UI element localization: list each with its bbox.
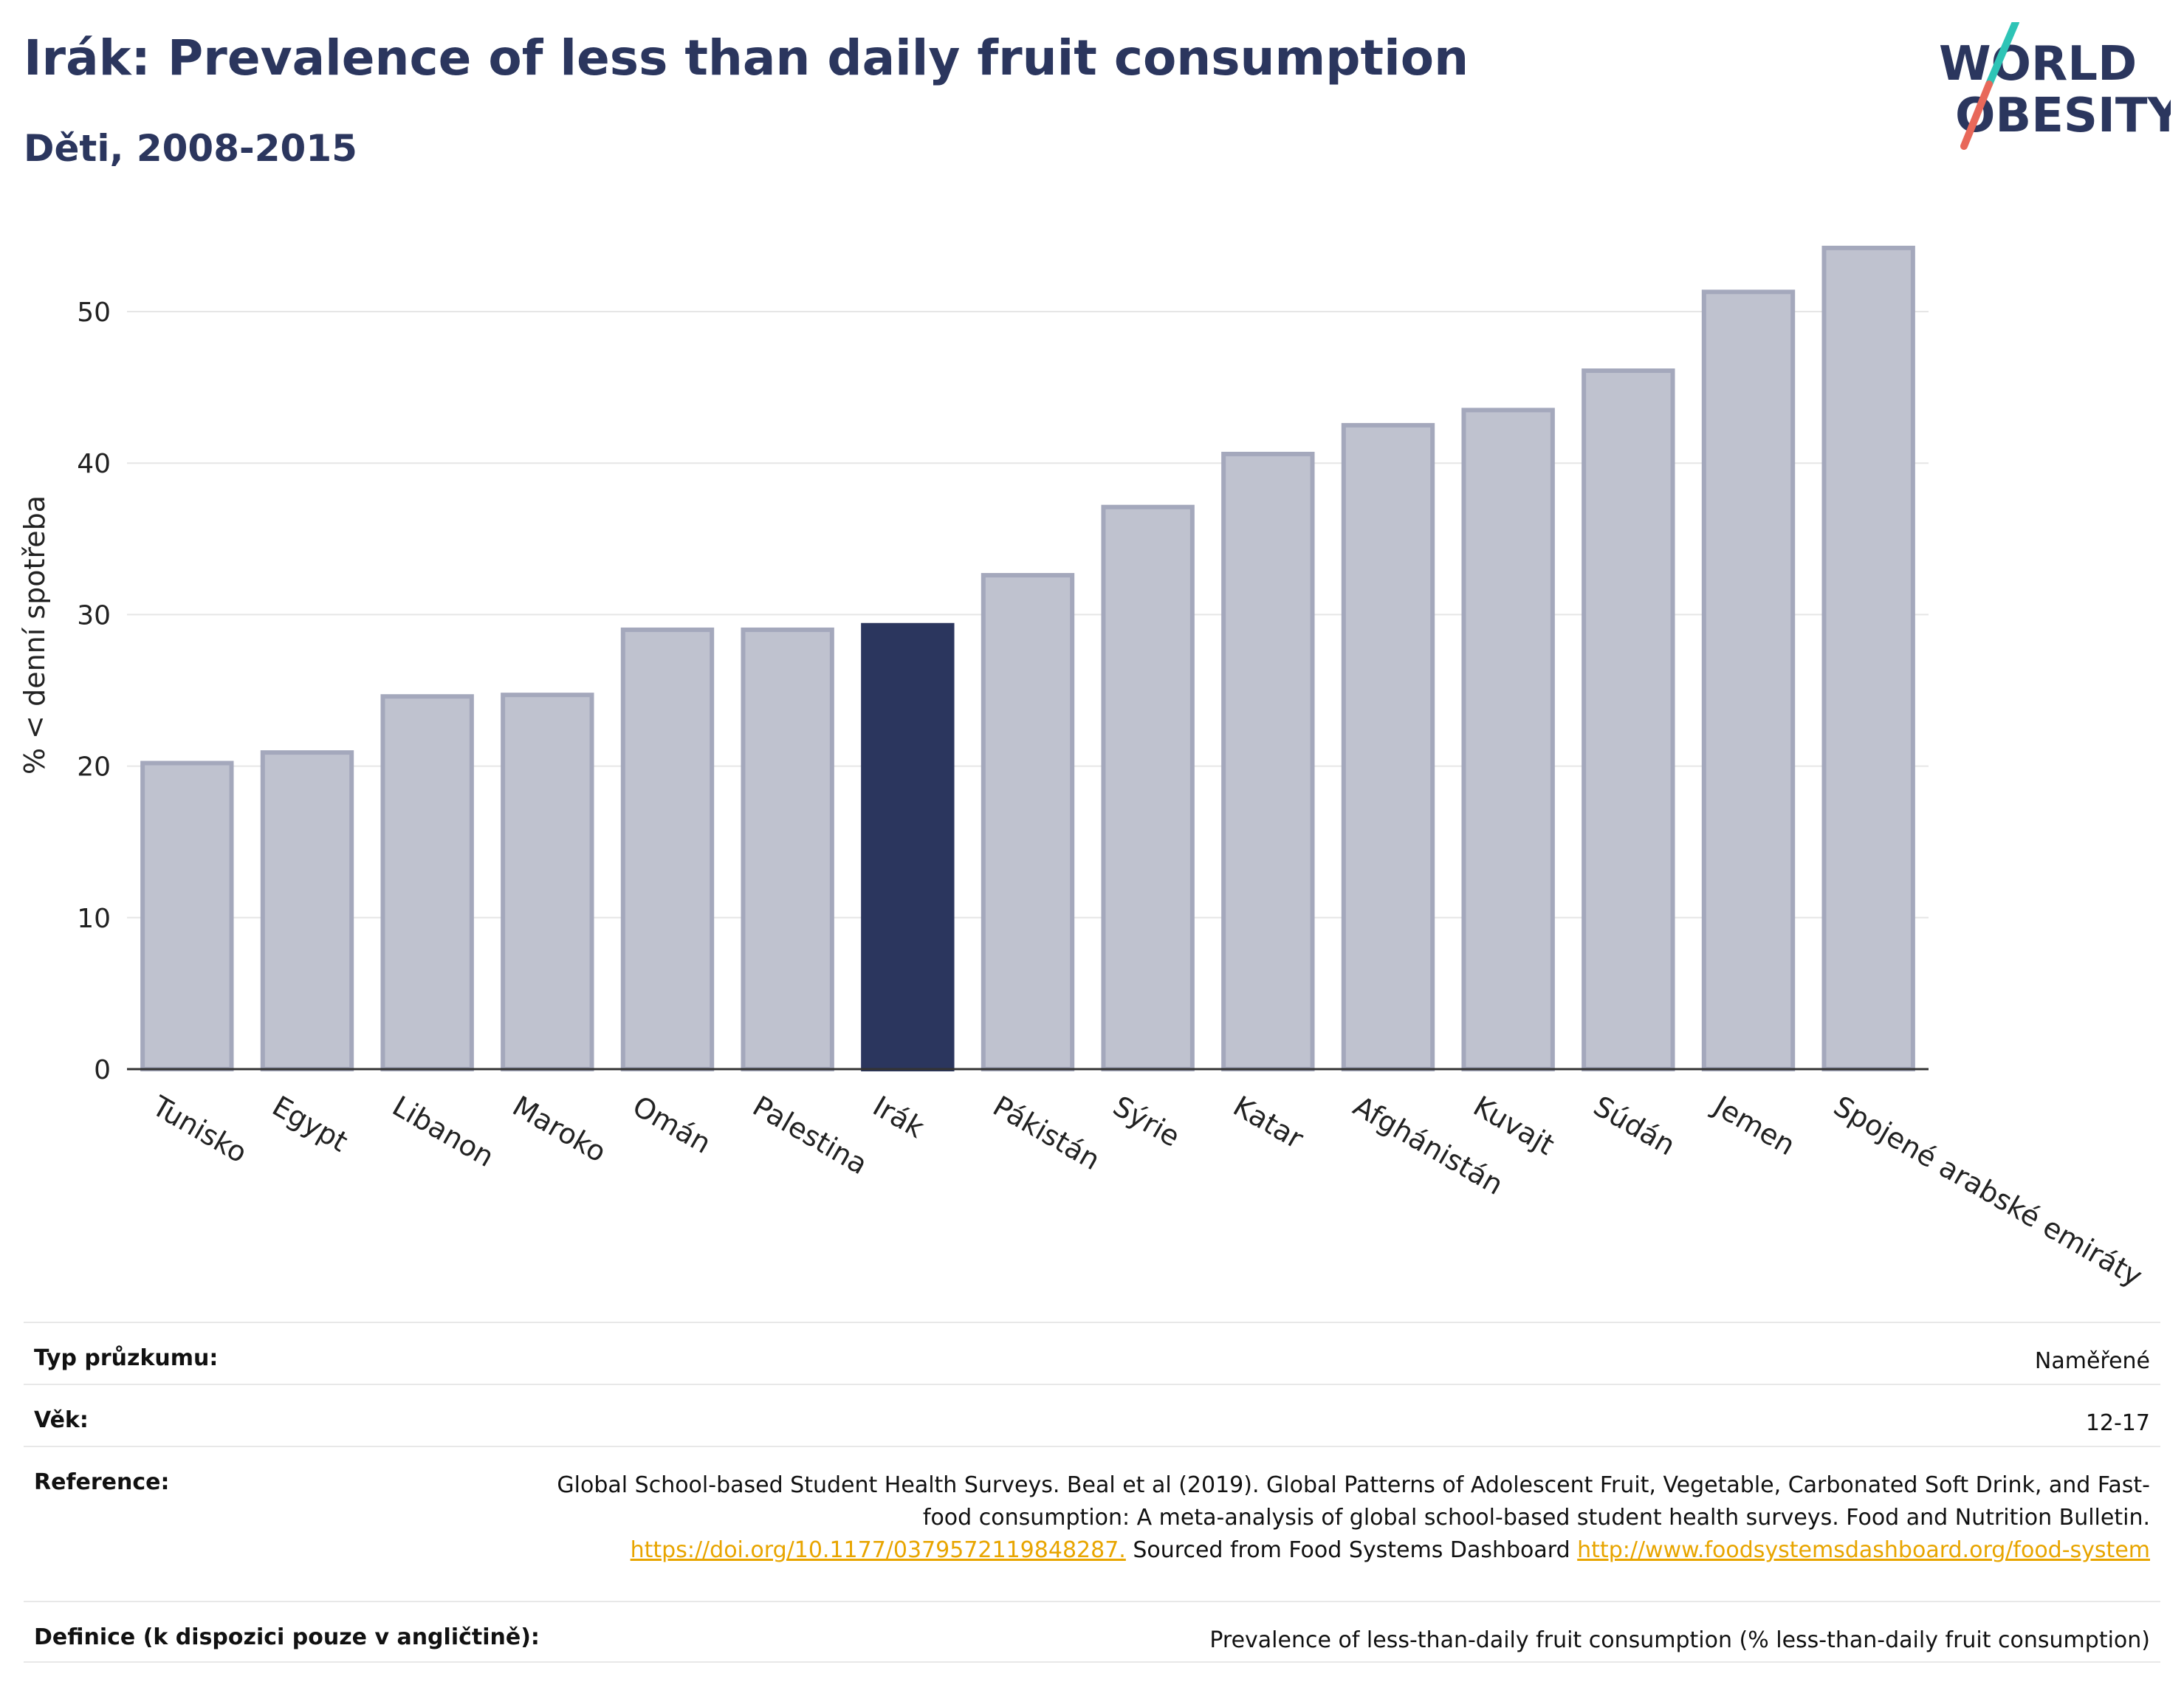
bar-chart: 0 10 20 30 40 50 Tunisko Egypt Libanon Maroko Omá…	[18, 245, 2148, 1293]
x-tick-label: Libanon	[387, 1090, 499, 1173]
bar-Spojené arabské emiráty[interactable]	[1821, 245, 1915, 1071]
page-title: Irák: Prevalence of less than daily frui…	[24, 30, 1469, 86]
x-axis-ticks: Tunisko Egypt Libanon Maroko Omán PalestinaIr…	[146, 1089, 2148, 1293]
info-label: Věk:	[34, 1407, 89, 1433]
doi-link[interactable]: https://doi.org/10.1177/0379572119848287…	[630, 1537, 1126, 1563]
info-label: Reference:	[34, 1469, 170, 1495]
logo-line2: OBESITY	[1955, 89, 2171, 143]
x-tick-label: Súdán	[1588, 1090, 1681, 1162]
y-tick-label: 20	[77, 752, 111, 783]
info-row-reference: Reference: Global School-based Student H…	[24, 1446, 2160, 1601]
info-row-age: Věk: 12-17	[24, 1384, 2160, 1446]
y-axis-ticks: 0 10 20 30 40 50	[77, 298, 111, 1085]
x-tick-label: Omán	[628, 1090, 717, 1160]
logo-slash-red	[1960, 80, 1993, 150]
y-tick-label: 10	[77, 904, 111, 934]
bars	[140, 245, 1915, 1072]
bar-Súdán[interactable]	[1582, 368, 1675, 1071]
bar-Katar[interactable]	[1221, 451, 1315, 1071]
x-tick-label: Maroko	[507, 1090, 612, 1169]
reference-text: Global School-based Student Health Surve…	[557, 1472, 2150, 1531]
bar-Libanon[interactable]	[380, 694, 474, 1071]
y-tick-label: 40	[77, 449, 111, 479]
info-row-survey-type: Typ průzkumu: Naměřené	[24, 1322, 2160, 1384]
info-table: Typ průzkumu: Naměřené Věk: 12-17 Refere…	[24, 1322, 2160, 1663]
page-subtitle: Děti, 2008-2015	[24, 127, 357, 170]
x-tick-label: Egypt	[267, 1090, 354, 1158]
world-obesity-logo: WORLD OBESITY	[1939, 22, 2171, 150]
bar-Sýrie[interactable]	[1101, 504, 1195, 1071]
bar-Omán[interactable]	[620, 627, 715, 1071]
info-value: Naměřené	[2034, 1348, 2150, 1374]
reference-mid-text: Sourced from Food Systems Dashboard	[1125, 1537, 1578, 1563]
x-tick-label: Sýrie	[1108, 1090, 1185, 1153]
info-value: Prevalence of less-than-daily fruit cons…	[1209, 1627, 2150, 1653]
bar-Palestina[interactable]	[741, 627, 834, 1071]
bar-Afghánistán[interactable]	[1341, 422, 1435, 1071]
x-tick-label: Kuvajt	[1468, 1090, 1559, 1161]
info-label: Definice (k dispozici pouze v angličtině…	[34, 1624, 540, 1650]
x-tick-label: Jemen	[1707, 1089, 1801, 1162]
x-tick-label: Katar	[1228, 1090, 1309, 1156]
info-value: 12-17	[2085, 1410, 2150, 1436]
dashboard-link[interactable]: http://www.foodsystemsdashboard.org/food…	[1577, 1537, 2150, 1563]
y-tick-label: 0	[94, 1055, 111, 1085]
bar-Kuvajt[interactable]	[1461, 408, 1555, 1071]
y-tick-label: 30	[77, 600, 111, 631]
info-label: Typ průzkumu:	[34, 1345, 219, 1371]
bar-Irák[interactable]	[861, 622, 955, 1071]
y-tick-label: 50	[77, 298, 111, 328]
bar-Pákistán[interactable]	[981, 573, 1075, 1071]
logo-line1: WORLD	[1939, 37, 2137, 92]
x-tick-label: Irák	[868, 1090, 930, 1144]
info-value: Global School-based Student Health Surve…	[540, 1469, 2150, 1567]
x-tick-label: Spojené arabské emiráty	[1828, 1090, 2148, 1293]
bar-Maroko[interactable]	[501, 693, 594, 1071]
bar-Egypt[interactable]	[260, 750, 354, 1072]
x-tick-label: Pákistán	[988, 1090, 1106, 1177]
bar-Jemen[interactable]	[1701, 289, 1796, 1072]
bar-Tunisko[interactable]	[140, 761, 234, 1071]
y-axis-label: % < denní spotřeba	[18, 495, 51, 775]
x-tick-label: Palestina	[747, 1090, 873, 1181]
info-row-definition: Definice (k dispozici pouze v angličtině…	[24, 1601, 2160, 1663]
x-tick-label: Tunisko	[146, 1089, 253, 1170]
logo-slash-teal	[1985, 22, 2019, 88]
